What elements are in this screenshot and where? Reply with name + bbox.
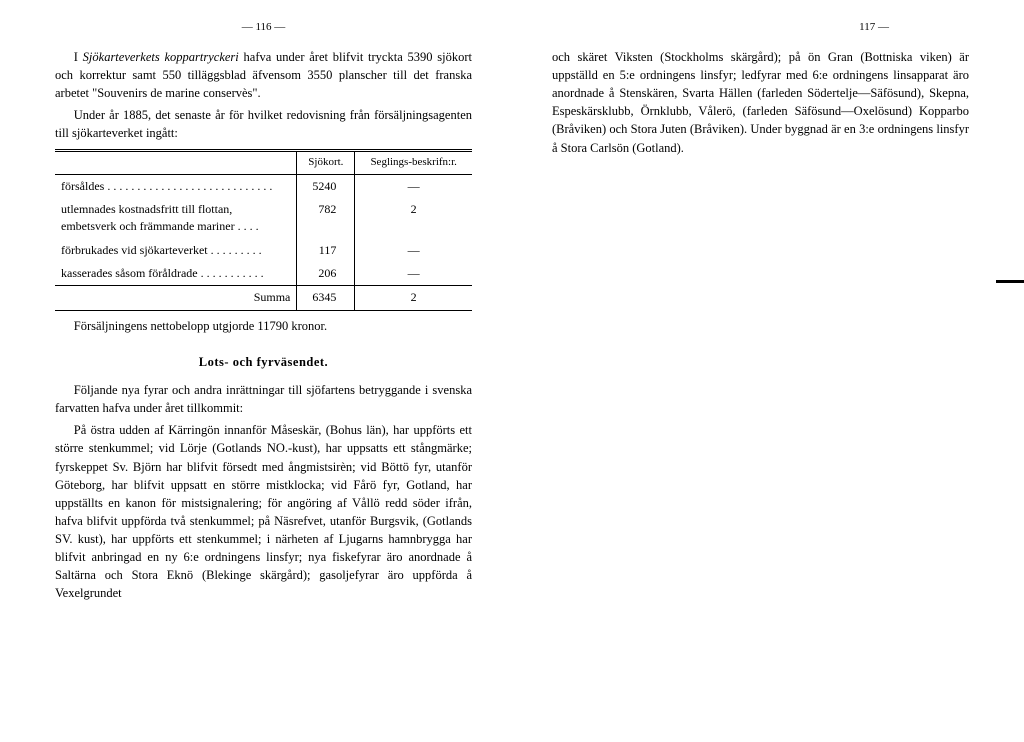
table-row: kasserades såsom föråldrade . . . . . . … [55, 262, 472, 286]
page-number-right: 117 — [552, 20, 969, 36]
row-c1: 117 [297, 239, 355, 262]
sum-c1: 6345 [297, 286, 355, 310]
paragraph-1: I Sjökarteverkets koppartryckeri hafva u… [55, 48, 472, 102]
th-sjökort: Sjökort. [297, 150, 355, 174]
row-c1: 206 [297, 262, 355, 286]
left-page: — 116 — I Sjökarteverkets koppartryckeri… [0, 0, 512, 742]
paragraph-right-1: och skäret Viksten (Stockholms skärgård)… [552, 48, 969, 157]
row-c1: 782 [297, 198, 355, 239]
row-c1: 5240 [297, 174, 355, 198]
row-label: förbrukades vid sjökarteverket . . . . .… [55, 239, 297, 262]
row-c2: 2 [355, 198, 472, 239]
paragraph-4: Följande nya fyrar och andra inrättninga… [55, 381, 472, 417]
right-page: 117 — och skäret Viksten (Stockholms skä… [512, 0, 1024, 742]
paragraph-5: På östra udden af Kärringön innanför Mås… [55, 421, 472, 602]
paragraph-2: Under år 1885, det senaste år för hvilke… [55, 106, 472, 142]
table-row: försåldes . . . . . . . . . . . . . . . … [55, 174, 472, 198]
section-heading: Lots- och fyrväsendet. [55, 353, 472, 371]
row-label: kasserades såsom föråldrade . . . . . . … [55, 262, 297, 286]
paragraph-3: Försäljningens nettobelopp utgjorde 1179… [55, 317, 472, 335]
row-c2: — [355, 239, 472, 262]
sum-c2: 2 [355, 286, 472, 310]
row-label: utlemnades kostnadsfritt till flottan, e… [55, 198, 297, 239]
sum-label: Summa [55, 286, 297, 310]
row-c2: — [355, 174, 472, 198]
row-label: försåldes . . . . . . . . . . . . . . . … [55, 174, 297, 198]
table-row: utlemnades kostnadsfritt till flottan, e… [55, 198, 472, 239]
table-row: förbrukades vid sjökarteverket . . . . .… [55, 239, 472, 262]
page-number-left: — 116 — [55, 20, 472, 36]
p1-italic: Sjökarteverkets koppartryckeri [83, 50, 239, 64]
page-edge-marker [996, 280, 1024, 283]
p1-lead: I [74, 50, 83, 64]
sales-table: Sjökort. Seglings-beskrifn:r. försåldes … [55, 149, 472, 311]
table-sum-row: Summa 6345 2 [55, 286, 472, 310]
row-c2: — [355, 262, 472, 286]
th-seglings: Seglings-beskrifn:r. [355, 150, 472, 174]
